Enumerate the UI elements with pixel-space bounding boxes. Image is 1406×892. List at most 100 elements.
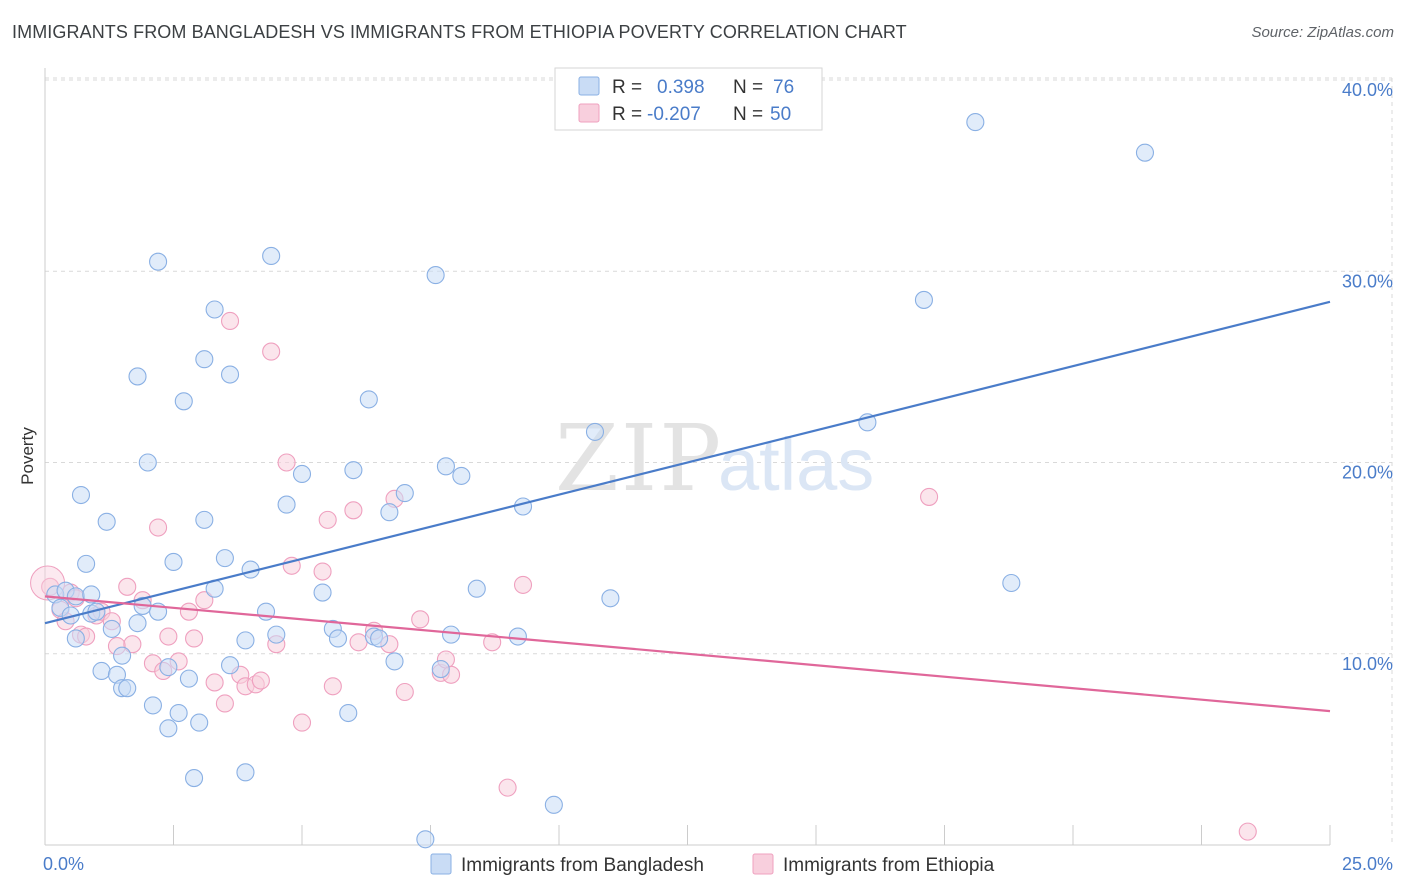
trend-lines (44, 300, 1331, 713)
bangladesh-point (431, 659, 450, 679)
bangladesh-point (174, 392, 193, 411)
series-legend: Immigrants from Bangladesh Immigrants fr… (430, 853, 995, 876)
ethiopia-point (262, 342, 281, 361)
bangladesh-point (102, 619, 121, 638)
bangladesh-point (359, 390, 378, 409)
bangladesh-point (1135, 143, 1155, 162)
bangladesh-point (92, 661, 111, 681)
ethiopia-trend-line (44, 595, 1331, 713)
bangladesh-point (190, 713, 209, 732)
bangladesh-point (66, 587, 85, 606)
ethiopia-point (185, 629, 204, 648)
bangladesh-point (452, 466, 471, 485)
bangladesh-point (328, 629, 348, 648)
bangladesh-point (195, 350, 214, 369)
series-legend-swatch-ethiopia (752, 853, 774, 875)
bangladesh-point (220, 656, 240, 675)
ethiopia-point (323, 677, 342, 696)
ethiopia-point (195, 591, 214, 610)
ethiopia-point (179, 602, 198, 621)
bangladesh-point (82, 585, 101, 604)
bangladesh-point (179, 669, 198, 688)
ethiopia-point (123, 635, 142, 654)
ethiopia-point (149, 518, 168, 537)
bangladesh-point (128, 614, 147, 633)
watermark: ZIP atlas (555, 405, 874, 512)
bangladesh-point (380, 503, 399, 522)
bangladesh-point (267, 625, 286, 644)
bangladesh-point (966, 113, 985, 132)
bangladesh-point (339, 703, 358, 723)
ethiopia-point (251, 671, 270, 690)
bangladesh-point (508, 627, 527, 646)
series-legend-label-bangladesh: Immigrants from Bangladesh (461, 855, 704, 876)
ethiopia-point (159, 627, 178, 646)
legend-r-value: -0.207 (647, 104, 701, 125)
bangladesh-point (77, 554, 96, 573)
legend-r-label: R = (612, 104, 642, 125)
ethiopia-point (513, 575, 533, 594)
series-legend-swatch-bangladesh (430, 853, 452, 875)
bangladesh-point (169, 703, 188, 723)
bangladesh-point (426, 266, 445, 285)
ethiopia-point (395, 682, 414, 702)
ethiopia-point (318, 510, 337, 529)
correlation-legend: R = 0.398 N = 76 R = -0.207 N = 50 (554, 67, 823, 131)
legend-swatch-blue (578, 76, 600, 96)
ethiopia-point (118, 577, 137, 596)
bangladesh-point (195, 510, 214, 529)
series-bangladesh-points (46, 113, 1155, 849)
bangladesh-point (185, 769, 204, 788)
chart-source: Source: ZipAtlas.com (1251, 24, 1394, 41)
bangladesh-point (164, 552, 183, 572)
bangladesh-point (66, 629, 85, 648)
bangladesh-point (395, 484, 414, 503)
bangladesh-point (159, 658, 178, 677)
ethiopia-point (220, 311, 240, 331)
ethiopia-point (349, 633, 368, 652)
y-axis-label: Poverty (18, 427, 37, 485)
bangladesh-point (138, 453, 157, 472)
y-tick-label: 40.0% (1342, 80, 1393, 100)
ethiopia-point (313, 562, 332, 581)
legend-n-label: N = (733, 77, 763, 98)
bangladesh-point (97, 512, 116, 531)
legend-n-label: N = (733, 104, 763, 125)
ethiopia-point (920, 487, 939, 506)
bangladesh-point (159, 719, 178, 738)
bangladesh-point (277, 495, 296, 514)
y-tick-label: 10.0% (1342, 654, 1393, 674)
bangladesh-point (436, 457, 455, 476)
watermark-atlas: atlas (718, 423, 874, 506)
bangladesh-point (385, 652, 404, 671)
bangladesh-trend-line (44, 300, 1331, 625)
legend-r-label: R = (612, 77, 642, 98)
bangladesh-point (416, 830, 435, 849)
bangladesh-point (513, 497, 533, 516)
bangladesh-point (601, 589, 620, 608)
bangladesh-point (149, 252, 168, 271)
x-tick-label: 25.0% (1342, 854, 1393, 874)
bangladesh-point (71, 485, 91, 505)
y-tick-labels: 10.0% 20.0% 30.0% 40.0% (1342, 80, 1393, 674)
axes (44, 68, 1331, 846)
ethiopia-point (344, 501, 363, 520)
ethiopia-point (292, 713, 312, 732)
watermark-zip: ZIP (555, 405, 723, 512)
bangladesh-point (544, 795, 563, 814)
ethiopia-point (277, 453, 296, 472)
ethiopia-point (215, 694, 234, 713)
bangladesh-point (236, 631, 255, 650)
legend-n-value: 76 (773, 77, 794, 98)
bangladesh-point (113, 646, 132, 665)
bangladesh-point (467, 579, 486, 598)
bangladesh-point (220, 365, 240, 384)
bangladesh-point (236, 763, 255, 782)
bangladesh-point (914, 290, 933, 309)
bangladesh-point (344, 461, 363, 480)
legend-n-value: 50 (770, 104, 791, 125)
y-tick-label: 30.0% (1342, 271, 1393, 291)
ethiopia-point (498, 778, 517, 797)
bangladesh-point (1002, 573, 1021, 593)
